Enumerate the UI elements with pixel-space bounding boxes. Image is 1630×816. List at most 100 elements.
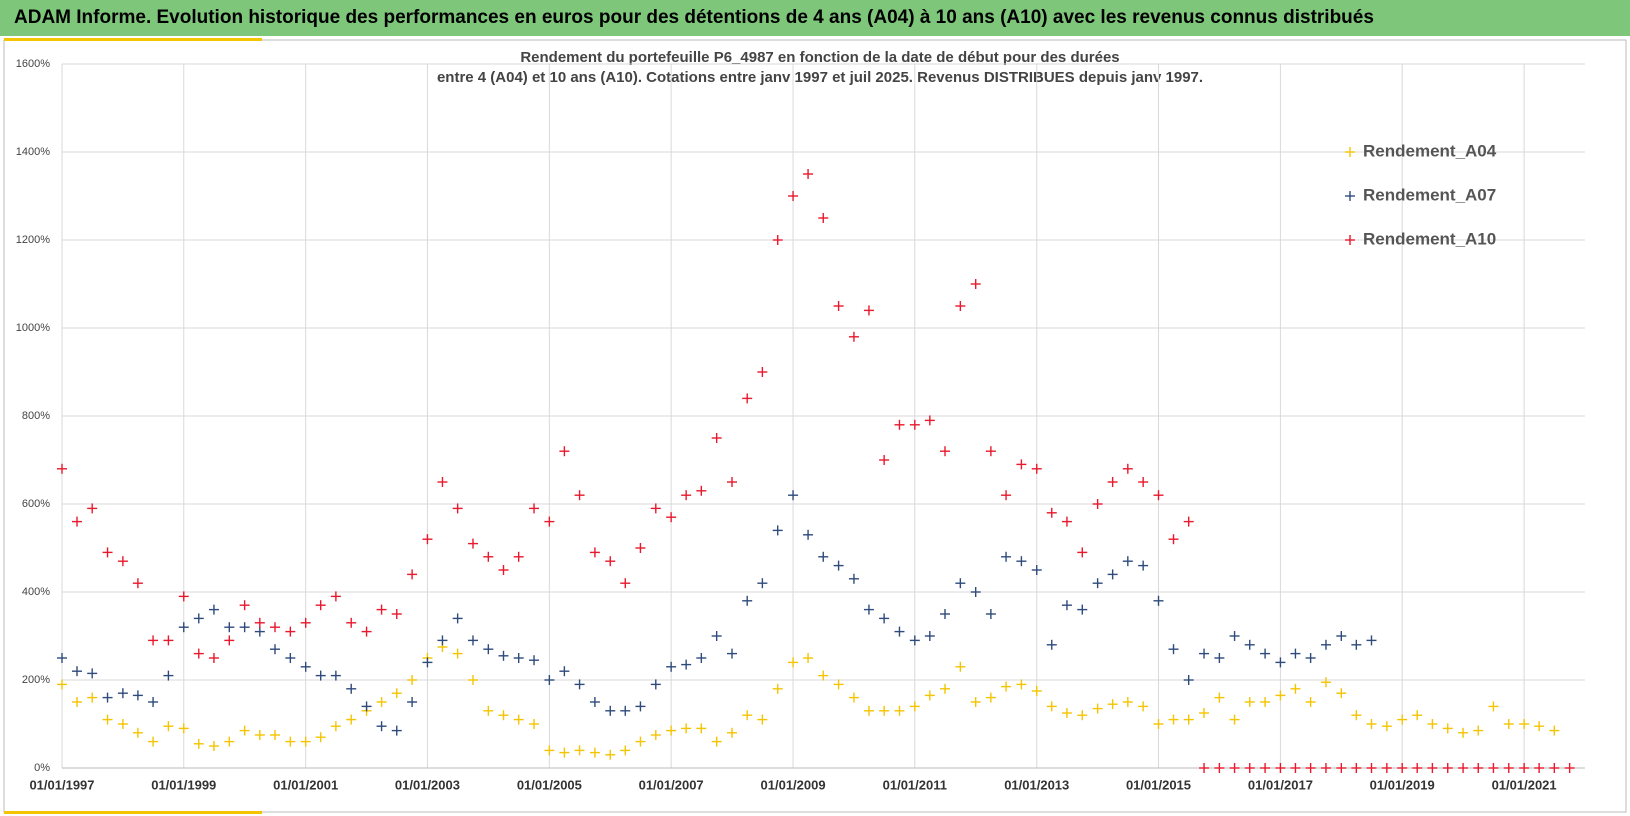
marker: [589, 547, 600, 558]
x-tick-label: 01/01/2011: [883, 777, 947, 792]
marker: [239, 600, 250, 611]
marker: [1153, 595, 1164, 606]
marker: [818, 213, 829, 223]
y-tick-label: 1600%: [16, 58, 50, 70]
marker: [1168, 644, 1179, 655]
marker: [788, 657, 799, 668]
marker: [848, 692, 859, 703]
marker: [940, 446, 951, 457]
marker: [285, 736, 296, 747]
marker: [132, 578, 143, 589]
marker: [72, 697, 83, 707]
marker: [163, 721, 174, 732]
marker: [757, 714, 768, 725]
marker: [666, 725, 677, 736]
marker: [833, 301, 844, 311]
marker: [1519, 763, 1530, 773]
marker: [1366, 719, 1377, 729]
marker: [1320, 639, 1331, 650]
marker: [57, 463, 67, 474]
marker: [315, 670, 326, 681]
marker: [1336, 763, 1347, 773]
marker: [924, 415, 935, 426]
marker: [727, 477, 738, 487]
marker: [72, 666, 83, 677]
marker: [1183, 516, 1194, 527]
marker: [1031, 686, 1042, 696]
marker: [87, 692, 98, 703]
marker: [970, 697, 981, 707]
marker: [589, 747, 600, 758]
marker: [909, 635, 920, 646]
marker: [848, 573, 859, 584]
marker: [437, 635, 448, 646]
marker: [818, 670, 829, 681]
marker: [239, 725, 250, 736]
marker: [513, 551, 524, 562]
marker: [452, 648, 463, 659]
marker: [1046, 507, 1057, 518]
marker: [346, 617, 357, 628]
marker: [163, 635, 174, 646]
marker: [452, 503, 463, 514]
marker: [1229, 714, 1240, 725]
marker: [1412, 710, 1423, 721]
marker: [300, 661, 311, 672]
marker: [544, 675, 555, 685]
marker: [1336, 631, 1347, 641]
marker: [1229, 631, 1240, 641]
marker: [742, 710, 753, 721]
marker: [620, 578, 631, 589]
marker: [1290, 648, 1301, 659]
marker: [1107, 477, 1118, 487]
marker: [772, 683, 783, 694]
marker: [407, 697, 418, 707]
marker: [727, 727, 738, 738]
marker: [1564, 763, 1575, 773]
marker: [909, 701, 920, 712]
marker: [422, 534, 433, 545]
marker: [894, 626, 905, 637]
marker: [1168, 714, 1179, 725]
marker: [437, 477, 448, 487]
marker: [818, 551, 829, 562]
marker: [483, 551, 494, 562]
marker: [1305, 697, 1316, 707]
marker: [1260, 648, 1271, 659]
marker: [788, 191, 799, 201]
marker: [361, 701, 372, 712]
marker: [1016, 459, 1027, 470]
x-tick-label: 01/01/2017: [1248, 777, 1313, 792]
marker: [1549, 763, 1560, 773]
marker: [1107, 569, 1118, 580]
marker: [681, 490, 692, 501]
marker: [467, 675, 478, 685]
marker: [102, 692, 113, 703]
x-tick-label: 01/01/1999: [151, 777, 216, 792]
marker: [117, 719, 128, 729]
marker: [1214, 692, 1225, 703]
marker: [254, 617, 265, 628]
marker: [711, 736, 722, 747]
marker: [87, 503, 98, 514]
marker: [1138, 701, 1149, 712]
marker: [224, 736, 235, 747]
marker: [330, 591, 341, 602]
marker: [1061, 600, 1072, 611]
marker: [1183, 675, 1194, 685]
accent: [4, 811, 262, 814]
marker: [696, 485, 707, 496]
marker: [1046, 701, 1057, 712]
marker: [193, 613, 204, 624]
marker: [650, 503, 661, 514]
marker: [346, 714, 357, 725]
marker: [635, 736, 646, 747]
header-title: ADAM Informe. Evolution historique des p…: [0, 0, 1630, 36]
marker: [483, 705, 494, 716]
marker: [132, 727, 143, 738]
marker: [285, 626, 296, 637]
marker: [1199, 708, 1210, 718]
marker: [269, 622, 280, 633]
marker: [863, 705, 874, 716]
